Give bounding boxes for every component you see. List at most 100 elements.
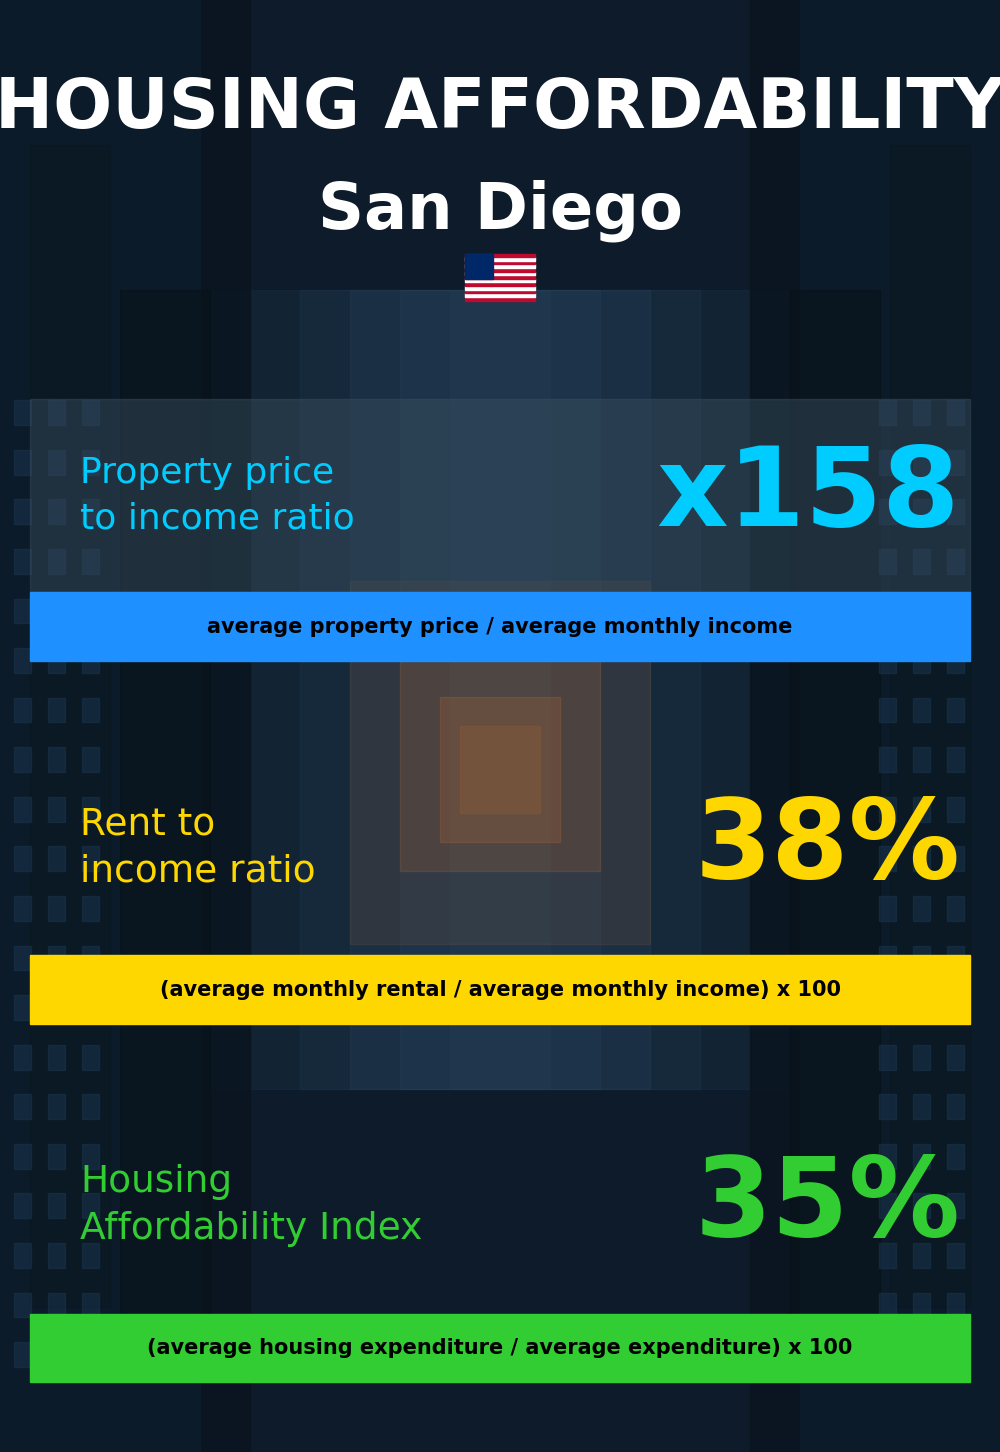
- Bar: [30, 955, 970, 1024]
- Bar: [913, 847, 930, 871]
- Bar: [465, 264, 535, 269]
- Text: 35%: 35%: [694, 1151, 960, 1259]
- Bar: [14, 549, 31, 574]
- Bar: [465, 279, 535, 283]
- Bar: [947, 549, 964, 574]
- Bar: [48, 1194, 65, 1218]
- Bar: [913, 1045, 930, 1070]
- Bar: [48, 896, 65, 921]
- Text: Property price
to income ratio: Property price to income ratio: [80, 456, 355, 536]
- Bar: [14, 1342, 31, 1366]
- Bar: [300, 290, 700, 1089]
- Bar: [14, 1045, 31, 1070]
- Bar: [250, 290, 750, 1089]
- Bar: [913, 648, 930, 672]
- Bar: [30, 145, 110, 1307]
- Bar: [82, 1095, 99, 1119]
- Bar: [82, 1194, 99, 1218]
- Text: San Diego: San Diego: [318, 179, 682, 242]
- Bar: [350, 581, 650, 944]
- Bar: [200, 290, 800, 1089]
- Bar: [913, 549, 930, 574]
- Text: Rent to
income ratio: Rent to income ratio: [80, 806, 316, 890]
- Bar: [465, 293, 535, 298]
- Bar: [14, 598, 31, 623]
- Text: Housing
Affordability Index: Housing Affordability Index: [80, 1163, 422, 1247]
- Bar: [48, 499, 65, 524]
- Bar: [82, 1045, 99, 1070]
- Bar: [82, 995, 99, 1019]
- Bar: [0, 0, 200, 1452]
- Bar: [120, 290, 210, 1379]
- Bar: [947, 1144, 964, 1169]
- Bar: [48, 1292, 65, 1317]
- Bar: [913, 945, 930, 970]
- Bar: [947, 598, 964, 623]
- Text: (average monthly rental / average monthly income) x 100: (average monthly rental / average monthl…: [160, 980, 840, 999]
- Bar: [82, 1292, 99, 1317]
- Bar: [913, 748, 930, 772]
- Bar: [750, 0, 1000, 1452]
- Bar: [913, 1095, 930, 1119]
- Bar: [947, 1194, 964, 1218]
- Bar: [465, 286, 535, 290]
- Bar: [913, 1342, 930, 1366]
- Bar: [48, 748, 65, 772]
- Bar: [82, 896, 99, 921]
- Bar: [14, 499, 31, 524]
- Bar: [879, 1095, 896, 1119]
- Text: HOUSING AFFORDABILITY: HOUSING AFFORDABILITY: [0, 76, 1000, 142]
- Bar: [913, 1144, 930, 1169]
- Bar: [913, 598, 930, 623]
- Bar: [947, 797, 964, 822]
- Bar: [913, 499, 930, 524]
- Bar: [82, 450, 99, 475]
- Bar: [947, 847, 964, 871]
- Bar: [14, 697, 31, 723]
- Bar: [440, 697, 560, 842]
- Bar: [913, 1292, 930, 1317]
- Bar: [913, 697, 930, 723]
- Bar: [947, 748, 964, 772]
- Bar: [48, 549, 65, 574]
- Bar: [48, 995, 65, 1019]
- Bar: [913, 1194, 930, 1218]
- Bar: [947, 1095, 964, 1119]
- Bar: [465, 290, 535, 293]
- Bar: [14, 896, 31, 921]
- Bar: [14, 401, 31, 425]
- Bar: [465, 272, 535, 276]
- Bar: [465, 254, 493, 279]
- Bar: [48, 847, 65, 871]
- Bar: [913, 450, 930, 475]
- Bar: [14, 1095, 31, 1119]
- Bar: [82, 401, 99, 425]
- Bar: [879, 1144, 896, 1169]
- Bar: [48, 797, 65, 822]
- Bar: [947, 697, 964, 723]
- Text: x158: x158: [657, 443, 960, 549]
- Bar: [82, 797, 99, 822]
- Bar: [879, 499, 896, 524]
- Bar: [879, 1342, 896, 1366]
- Bar: [14, 748, 31, 772]
- Bar: [82, 1342, 99, 1366]
- Bar: [30, 1314, 970, 1382]
- Bar: [947, 450, 964, 475]
- Bar: [465, 254, 535, 257]
- Bar: [460, 726, 540, 813]
- Text: (average housing expenditure / average expenditure) x 100: (average housing expenditure / average e…: [147, 1339, 853, 1358]
- Bar: [879, 401, 896, 425]
- Bar: [14, 1194, 31, 1218]
- Bar: [947, 499, 964, 524]
- Bar: [879, 648, 896, 672]
- Bar: [947, 896, 964, 921]
- Bar: [947, 1045, 964, 1070]
- Bar: [879, 1194, 896, 1218]
- Bar: [879, 896, 896, 921]
- Bar: [890, 145, 970, 1307]
- Bar: [790, 290, 880, 1379]
- Bar: [82, 1144, 99, 1169]
- Bar: [913, 797, 930, 822]
- Bar: [465, 269, 535, 272]
